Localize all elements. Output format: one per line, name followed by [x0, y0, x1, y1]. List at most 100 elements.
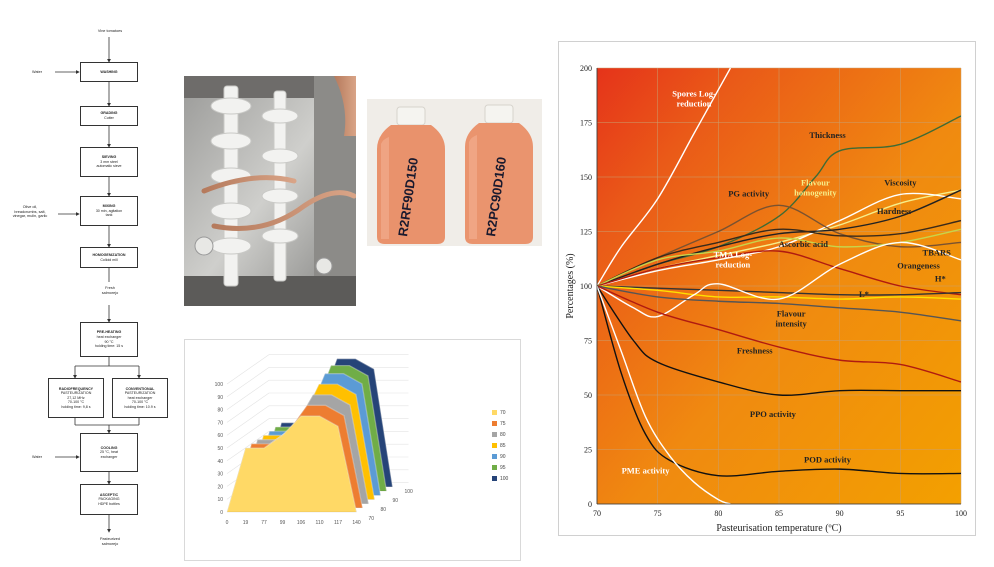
flow-start-label: Vine tomatoes	[97, 29, 123, 33]
chart3d-y-tick: 20	[217, 484, 223, 490]
y-tick-label: 25	[584, 446, 592, 455]
series-label-flavour-intensity: Flavour intensity	[776, 309, 808, 329]
chart3d-legend-item: 75	[492, 421, 506, 427]
chart3d-y-tick: 100	[215, 382, 224, 388]
rf-equipment-photo	[184, 76, 356, 306]
chart3d-legend-item: 90	[492, 454, 506, 460]
y-tick-label: 75	[584, 337, 592, 346]
flow-step-detail: holding time: 15 s	[94, 344, 124, 349]
series-label-ascorbic-acid: Ascorbic acid	[779, 239, 829, 249]
chart3d-depth-tick: 100	[405, 489, 414, 495]
chart3d-y-tick: 0	[220, 510, 223, 516]
series-line-pod-activity	[597, 285, 961, 477]
series-label-thickness: Thickness	[809, 130, 846, 140]
chart3d-legend-swatch	[492, 465, 497, 471]
flow-step-detail: heat exchanger	[127, 395, 153, 400]
y-tick-label: 200	[580, 64, 592, 73]
series-line-ascorbic-acid	[597, 250, 961, 296]
series-label-orangeness: Orangeness	[897, 261, 940, 271]
series-lines	[597, 68, 961, 504]
flow-step-preheating: PRE-HEATING heat exchanger 90 °C holding…	[80, 322, 138, 357]
chart3d-legend-swatch	[492, 421, 497, 427]
flow-step-detail: holding time: 9,8 s	[61, 404, 91, 409]
axes: 0 25 50 75 100 125 150 175 200 70 75 80 85 90 95 100	[580, 64, 967, 518]
chart3d-gridline-side	[226, 405, 270, 436]
y-tick-label: 125	[580, 228, 592, 237]
chart3d-x-tick: 0	[226, 520, 229, 526]
flow-step-detail: tank	[105, 213, 113, 218]
chart3d-x-tick: 99	[280, 520, 286, 526]
flow-step-title: MIXING	[102, 204, 116, 209]
chart3d-depth-tick: 70	[369, 516, 375, 522]
series-label-ppo-activity: PPO activity	[750, 409, 797, 419]
flow-step-homogenization: HOMOGENIZATION Colloid mill	[80, 247, 138, 268]
chart3d-y-tick: 60	[217, 433, 223, 439]
flow-step-detail: automatic sieve	[96, 164, 122, 169]
series-label-viscosity: Viscosity	[884, 178, 917, 188]
series-label-pg-activity: PG activity	[728, 189, 770, 199]
bottles-photo: R2RF90D150 R2PC90D160	[367, 99, 542, 246]
chart3d-gridline-side	[226, 392, 270, 423]
x-tick-label: 90	[836, 509, 844, 518]
flow-step-title: SIEVING	[101, 155, 117, 160]
flow-input-line: Olive oil,	[22, 205, 38, 209]
x-tick-label: 70	[593, 509, 601, 518]
chart3d-y-tick: 30	[217, 472, 223, 478]
chart3d-series-70	[226, 415, 357, 513]
flow-intermediate-line: salmorejo	[101, 290, 119, 295]
flow-step-detail: 25 °C, heat	[99, 450, 119, 455]
flow-step-detail: 90 °C	[104, 339, 114, 344]
y-tick-label: 50	[584, 391, 592, 400]
flow-step-title: ASCEPTIC	[99, 492, 119, 497]
chart3d-x-tick: 106	[297, 520, 306, 526]
flow-step-detail: PACKAGING	[98, 497, 120, 502]
rf-equipment-illustration	[184, 76, 356, 306]
flow-step-packaging: ASCEPTIC PACKAGING HDPE bottles	[80, 484, 138, 515]
chart3d-legend-swatch	[492, 476, 497, 482]
series-line-freshness	[597, 285, 961, 383]
y-tick-label: 175	[580, 119, 592, 128]
chart3d-x-tick: 19	[243, 520, 249, 526]
series-line-viscosity	[597, 192, 961, 287]
chart3d-y-tick: 70	[217, 420, 223, 426]
flow-input-line: vinegar, mulin, garlic	[12, 214, 48, 219]
series-label-spores-log-reduction: Spores Log-reduction	[672, 88, 716, 108]
chart3d-x-tick: 117	[334, 520, 342, 526]
flow-step-detail: PASTEURIZATION	[60, 391, 92, 396]
bottles-illustration: R2RF90D150 R2PC90D160	[367, 99, 542, 246]
bottle-left	[377, 106, 445, 244]
chart3d-canvas: 0 10 20 30 40 50 60 70 80 90 100 0 19 77 99 106 110 117 14…	[215, 354, 414, 526]
series-line-spores-log-reduction	[597, 68, 732, 287]
flow-end-label: Pasteurized salmorejo	[85, 537, 135, 546]
chart3d-series-75-edge	[232, 404, 364, 508]
flow-step-title: COOLING	[100, 445, 118, 450]
chart3d-legend-label: 95	[500, 465, 506, 471]
series-labels: Spores Log-reduction Thickness PG activity…	[622, 88, 952, 475]
chart3d-legend-swatch	[492, 410, 497, 416]
flow-step-detail: 30 min, agitation	[95, 208, 123, 213]
chart3d-legend-label: 90	[500, 454, 506, 460]
flow-step-conventional-pasteurization: CONVENTIONAL PASTEURIZATION heat exchang…	[112, 378, 168, 418]
flow-step-detail: heat exchanger	[96, 334, 122, 339]
x-tick-label: 85	[775, 509, 783, 518]
main-chart-panel: Spores Log-reduction Thickness PG activity…	[558, 41, 976, 536]
flow-step-grading: GRADING Cutter	[80, 106, 138, 126]
series-line-tbars	[597, 219, 961, 287]
main-chart-canvas: Spores Log-reduction Thickness PG activity…	[565, 64, 967, 534]
flow-input-water-1: Water	[32, 70, 42, 74]
chart3d-legend-label: 80	[500, 432, 506, 438]
x-tick-label: 80	[714, 509, 722, 518]
flow-step-detail: 27,12 MHz	[67, 395, 85, 400]
flow-step-detail: 70-100 °C	[67, 400, 85, 405]
chart3d-legend-item: 85	[492, 443, 506, 449]
series-label-pod-activity: POD activity	[804, 455, 852, 465]
series-label-freshness: Freshness	[737, 346, 773, 356]
chart3d-x-tick: 140	[352, 520, 361, 526]
chart3d-legend-label: 70	[500, 410, 506, 416]
series-label-h: H*	[935, 274, 946, 284]
chart3d-gridline-side	[226, 431, 270, 462]
flow-intermediate-line: Fresh	[105, 286, 115, 290]
chart3d-legend-label: 75	[500, 421, 506, 427]
chart3d-legend-swatch	[492, 443, 497, 449]
x-tick-label: 75	[654, 509, 662, 518]
